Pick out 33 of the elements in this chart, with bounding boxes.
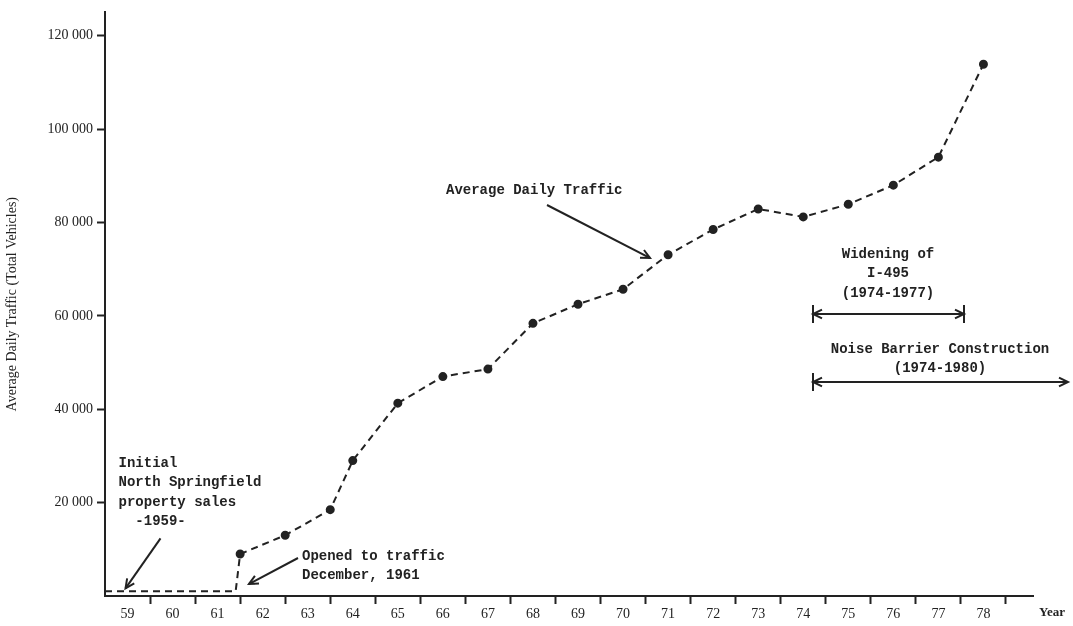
x-tick-label: 66 <box>435 606 450 622</box>
x-tick-label: 63 <box>300 606 315 622</box>
x-tick-label: 64 <box>345 606 360 622</box>
annotation: Average Daily Traffic <box>446 181 623 198</box>
x-tick-label: 67 <box>480 606 495 622</box>
annotation: Widening of I-495 (1974-1977) <box>841 245 935 301</box>
y-tick-label: 100 000 <box>47 120 93 136</box>
y-tick-label: 120 000 <box>47 27 93 43</box>
y-tick-label: 80 000 <box>54 214 93 230</box>
x-tick-label: 68 <box>525 606 540 622</box>
x-tick-label: 71 <box>661 606 676 622</box>
x-tick-label: 74 <box>796 606 811 622</box>
x-tick-label: 60 <box>165 606 180 622</box>
x-tick-label: 76 <box>886 606 901 622</box>
y-tick-label: 20 000 <box>54 494 93 510</box>
x-tick-label: 77 <box>931 606 946 622</box>
x-tick-label: 72 <box>706 606 721 622</box>
x-tick-label: 61 <box>210 606 225 622</box>
annotation: Initial North Springfield property sales -1959- <box>118 454 262 530</box>
x-tick-label: 59 <box>120 606 135 622</box>
y-tick-label: 40 000 <box>54 400 93 416</box>
x-tick-label: 70 <box>616 606 631 622</box>
x-tick-label: 62 <box>255 606 270 622</box>
x-tick-label: 73 <box>751 606 766 622</box>
annotation: Noise Barrier Construction (1974-1980) <box>830 340 1050 377</box>
x-tick-label: 75 <box>841 606 856 622</box>
x-tick-label: 65 <box>390 606 405 622</box>
y-tick-label: 60 000 <box>54 307 93 323</box>
x-tick-label: 69 <box>571 606 586 622</box>
annotation: Opened to traffic December, 1961 <box>302 547 445 584</box>
x-tick-label: 78 <box>976 606 991 622</box>
y-axis-title: Average Daily Traffic (Total Vehicles) <box>4 196 21 412</box>
x-axis-title: Year <box>1039 604 1066 620</box>
